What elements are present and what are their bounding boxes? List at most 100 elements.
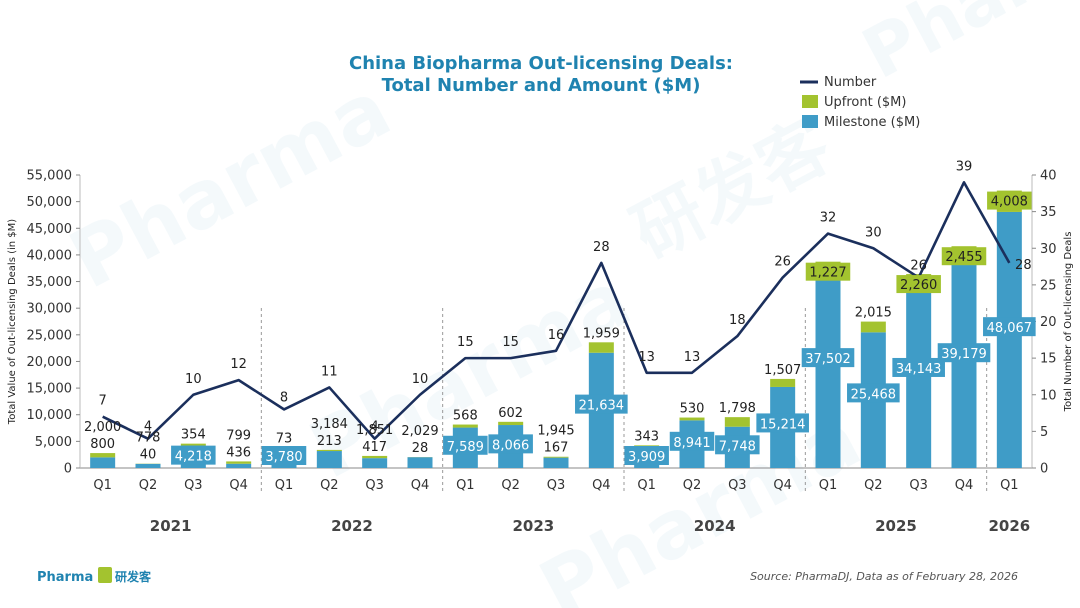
milestone-bar — [407, 457, 433, 468]
upfront-label: 73 — [276, 431, 293, 446]
upfront-bar — [679, 417, 705, 421]
milestone-label-box — [983, 317, 1036, 337]
number-label: 4 — [144, 420, 152, 435]
upfront-label: 417 — [362, 440, 387, 455]
upfront-label: 436 — [226, 445, 251, 460]
number-label: 28 — [593, 240, 610, 255]
upfront-label: 40 — [140, 448, 157, 463]
year-label: 2026 — [988, 517, 1030, 535]
x-tick-label: Q4 — [592, 478, 611, 493]
number-label: 8 — [280, 390, 288, 405]
number-label: 10 — [412, 372, 429, 387]
milestone-label: 48,067 — [987, 321, 1033, 336]
milestone-label-box — [669, 431, 715, 451]
number-label: 12 — [230, 357, 247, 372]
upfront-bar — [316, 449, 342, 452]
y2-tick-label: 15 — [1040, 352, 1057, 367]
upfront-label: 343 — [634, 429, 659, 444]
logo-name-cn: 研发客 — [115, 569, 152, 584]
upfront-label: 2,015 — [855, 306, 892, 321]
x-tick-label: Q2 — [320, 478, 339, 493]
milestone-bar — [951, 259, 977, 468]
legend-upfront-swatch — [802, 95, 818, 108]
watermark-text: Pharma — [55, 62, 404, 307]
number-label: 13 — [684, 350, 701, 365]
x-tick-label: Q4 — [411, 478, 430, 493]
milestone-label-box — [937, 343, 991, 363]
number-line — [102, 181, 1011, 441]
upfront-bar — [588, 342, 614, 353]
milestone-label: 8,941 — [673, 436, 710, 451]
number-label: 4 — [371, 420, 379, 435]
y2-tick-label: 40 — [1040, 169, 1057, 184]
milestone-label-box — [715, 435, 760, 455]
milestone-label-box — [171, 445, 216, 465]
upfront-label-box — [941, 247, 987, 266]
milestone-bar — [135, 463, 161, 468]
y2-tick-label: 20 — [1040, 315, 1057, 330]
upfront-label: 1,507 — [764, 363, 801, 378]
upfront-label: 2,455 — [945, 250, 982, 265]
legend-milestone-swatch — [802, 115, 818, 128]
legend-number-label: Number — [824, 75, 877, 90]
logo-name: Pharma — [37, 570, 93, 585]
x-tick-label: Q1 — [819, 478, 838, 493]
watermark-text-cn: 研发客 — [619, 104, 843, 275]
number-label: 30 — [865, 225, 882, 240]
milestone-bar — [815, 268, 841, 468]
x-tick-label: Q3 — [909, 478, 928, 493]
upfront-label: 1,227 — [809, 266, 846, 281]
year-label: 2024 — [694, 517, 736, 535]
x-tick-label: Q2 — [864, 478, 883, 493]
x-tick-label: Q2 — [683, 478, 702, 493]
upfront-label: 213 — [317, 434, 342, 449]
milestone-label-box — [488, 434, 533, 454]
x-tick-label: Q1 — [456, 478, 475, 493]
y-axis-title: Total Value of Out-licensing Deals (in $… — [7, 219, 18, 425]
milestone-label: 37,502 — [805, 352, 851, 367]
upfront-label: 4,008 — [991, 195, 1028, 210]
year-label: 2025 — [875, 517, 917, 535]
milestone-label: 1,851 — [356, 423, 393, 438]
x-tick-label: Q4 — [229, 478, 248, 493]
milestone-label: 799 — [226, 428, 251, 443]
number-label: 39 — [956, 159, 973, 174]
upfront-label: 1,959 — [583, 326, 620, 341]
milestone-label-box — [892, 357, 945, 377]
logo-mark — [98, 567, 112, 583]
y-tick-label: 30,000 — [27, 302, 73, 317]
y2-axis-title: Total Number of Out-licensing Deals — [1063, 232, 1074, 413]
milestone-label-box — [261, 446, 307, 465]
upfront-label-box — [805, 262, 851, 281]
milestone-label: 7,589 — [447, 440, 484, 455]
milestone-label: 7,748 — [719, 439, 756, 454]
milestone-bar — [906, 286, 932, 468]
upfront-label-box — [896, 275, 941, 294]
upfront-label: 602 — [498, 406, 523, 421]
number-label: 18 — [729, 313, 746, 328]
number-label: 28 — [1015, 258, 1032, 273]
milestone-label-box — [801, 348, 855, 368]
number-label: 26 — [774, 255, 791, 270]
data-labels: 2,000 778 4,218 799 3,780 3,184 1,851 2,029 7,58… — [84, 159, 1036, 465]
upfront-label: 2,260 — [900, 278, 937, 293]
number-label: 15 — [457, 335, 474, 350]
year-label: 2023 — [512, 517, 554, 535]
upfront-bar — [226, 461, 252, 464]
number-label: 13 — [638, 350, 655, 365]
upfront-bar — [770, 378, 796, 387]
milestone-label-box — [847, 383, 900, 403]
x-tick-label: Q3 — [728, 478, 747, 493]
watermark-text: Pharma — [849, 0, 1080, 95]
milestone-label-box — [756, 413, 809, 433]
milestone-bar — [226, 463, 252, 468]
upfront-bar — [362, 455, 388, 459]
milestone-bar — [316, 451, 342, 468]
milestone-label-box — [624, 446, 669, 465]
upfront-bar — [543, 456, 569, 458]
number-label: 15 — [502, 335, 519, 350]
milestone-label: 25,468 — [851, 387, 897, 402]
milestone-label: 2,029 — [401, 424, 438, 439]
x-tick-label: Q2 — [501, 478, 520, 493]
